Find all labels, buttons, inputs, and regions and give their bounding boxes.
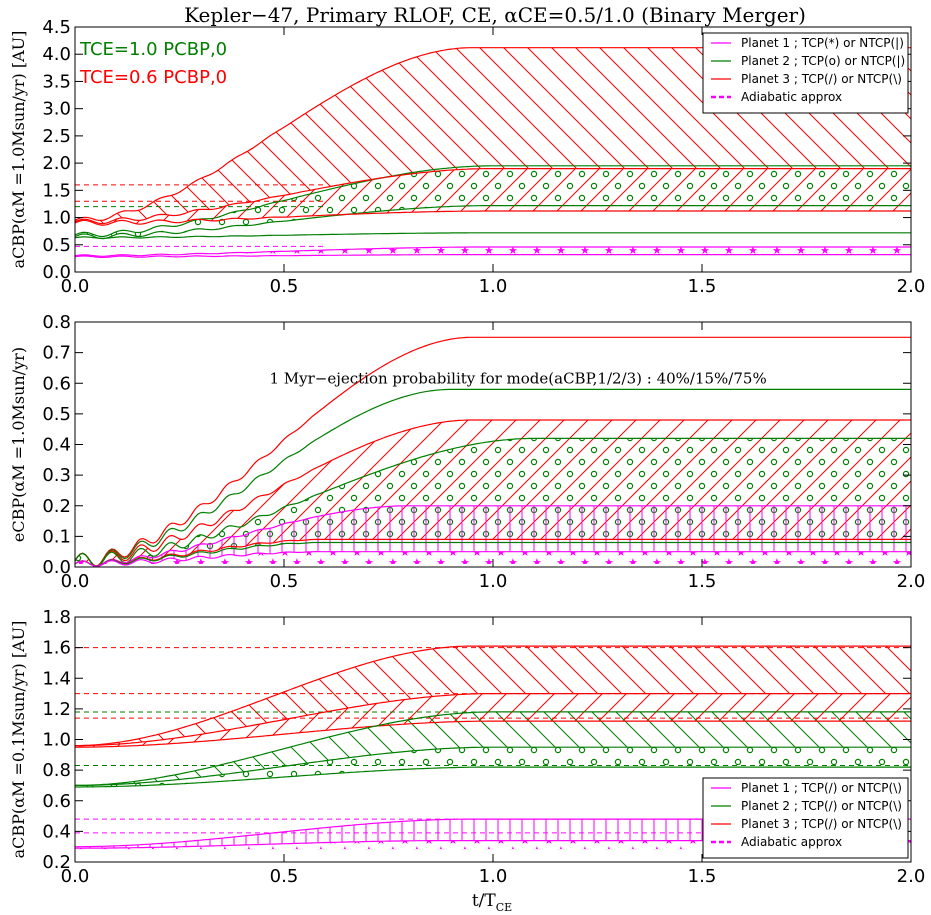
legend-entry: Planet 1 ; TCP(*) or NTCP(|) [741,36,904,50]
legend-entry: Planet 2 ; TCP(/) or NTCP(\) [741,799,902,813]
x-tick-label: 1.0 [479,571,508,592]
series-line-planet-3-max [75,336,911,567]
y-tick-label: 0.7 [42,343,71,364]
legend-entry: Planet 1 ; TCP(/) or NTCP(\) [741,781,902,795]
series-line-planet-3-mid [75,692,911,747]
legend: Planet 1 ; TCP(/) or NTCP(\) Planet 2 ; T… [702,777,909,859]
x-axis-label: t/TCE [472,891,512,914]
y-tick-label: 1.5 [42,180,71,201]
y-axis-label: aCBP(αM =0.1Msun/yr) [AU] [9,621,28,859]
x-tick-label: 1.5 [688,866,717,887]
legend-entry: Planet 2 ; TCP(o) or NTCP(|) [741,54,905,68]
hatch-area-planet-1-upper [75,247,911,258]
x-tick-label: 0.0 [61,276,90,297]
y-tick-label: 0.4 [42,821,71,842]
y-tick-label: 0.3 [42,465,71,486]
legend-entry: Planet 3 ; TCP(/) or NTCP(\) [741,817,902,831]
y-tick-label: 1.8 [42,607,71,628]
x-tick-label: 2.0 [897,571,926,592]
hatch-area-planet-2-upper [75,711,911,786]
y-tick-label: 0.6 [42,373,71,394]
x-tick-label: 0.0 [61,571,90,592]
y-tick-label: 1.6 [42,638,71,659]
y-tick-label: 0.5 [42,404,71,425]
x-tick-label: 2.0 [897,276,926,297]
series-line-planet-3-low [75,538,911,567]
x-tick-label: 1.5 [688,276,717,297]
tce-annotation: TCE=1.0 PCBP,0 [79,39,227,60]
y-tick-label: 0.6 [42,791,71,812]
hatch-area-planet-3-upper [75,646,911,746]
series-line-planet-3-mid [75,419,911,567]
series-line-planet-2-max [75,388,911,567]
series-line-planet-1-upper [75,246,911,257]
hatch-area-planet-3-upper [75,47,911,224]
series-line-planet-1-low [75,550,911,567]
y-tick-label: 1.2 [42,699,71,720]
y-tick-label: 3.0 [42,99,71,120]
x-tick-label: 2.0 [897,866,926,887]
y-axis-label: eCBP(αM =1.0Msun/yr) [9,347,28,542]
panel-top: ★★0.00.51.01.52.00.00.51.01.52.02.53.03.… [9,17,925,297]
y-tick-label: 0.5 [42,235,71,256]
y-axis-label: aCBP(αM =1.0Msun/yr) [AU] [9,31,28,269]
series-line-planet-3-lower [75,210,911,226]
y-tick-label: 0.8 [42,312,71,333]
series-line-planet-3-lower [75,720,911,748]
series-line-planet-2-upper [75,711,911,787]
y-tick-label: 0.0 [42,557,71,578]
tce-annotation: TCE=0.6 PCBP,0 [79,67,227,88]
x-tick-label: 1.5 [688,571,717,592]
plot-area [75,47,911,258]
y-tick-label: 0.4 [42,435,71,456]
x-tick-label: 1.0 [479,276,508,297]
y-tick-label: 0.8 [42,760,71,781]
y-tick-label: 1.4 [42,668,71,689]
series-line-planet-1-lower [75,254,911,258]
y-tick-label: 0.1 [42,526,71,547]
legend-frame [702,777,909,859]
y-tick-label: 3.5 [42,71,71,92]
series-line-planet-2-low [75,541,911,567]
panel-bottom: ★★0.00.51.01.52.00.20.40.60.81.01.21.41.… [9,607,925,887]
legend-frame [702,32,909,114]
series-line-planet-2-upper [75,165,911,238]
x-tick-label: 0.5 [270,571,299,592]
y-tick-label: 4.5 [42,17,71,38]
panels: ★★0.00.51.01.52.00.00.51.01.52.02.53.03.… [9,17,925,887]
hatch-area-planet-1-upper [75,819,911,849]
ejection-annotation: 1 Myr−ejection probability for mode(aCBP… [269,369,766,387]
y-tick-label: 2.5 [42,126,71,147]
legend-entry: Planet 3 ; TCP(/) or NTCP(\) [741,72,902,86]
series-line-planet-2-mid [75,205,911,240]
series-line-planet-2-mid [75,746,911,787]
legend-entry: Adiabatic approx [741,90,842,104]
series-line-planet-2-lower [75,766,911,788]
y-tick-label: 0.2 [42,496,71,517]
plot-area [75,336,911,567]
legend-entry: Adiabatic approx [741,835,842,849]
hatch-area-planet-1-lower [75,840,911,850]
y-tick-label: 2.0 [42,153,71,174]
y-tick-label: 4.0 [42,44,71,65]
series-line-planet-1-max [75,505,911,567]
y-tick-label: 1.0 [42,730,71,751]
panel-middle: ★★0.00.51.01.52.00.00.10.20.30.40.50.60.… [9,312,925,592]
y-tick-label: 0.2 [42,852,71,873]
plot-area [75,645,911,850]
figure-title: Kepler−47, Primary RLOF, CE, αCE=0.5/1.0… [184,3,806,27]
x-tick-label: 0.0 [61,866,90,887]
y-tick-label: 1.0 [42,208,71,229]
series-line-planet-3-upper [75,645,911,747]
y-tick-label: 0.0 [42,262,71,283]
series-line-planet-2-lower [75,232,911,239]
series-line-planet-2-mid [75,437,911,567]
x-tick-label: 0.5 [270,866,299,887]
series-line-planet-3-mid [75,168,911,225]
x-tick-label: 0.5 [270,276,299,297]
legend: Planet 1 ; TCP(*) or NTCP(|) Planet 2 ; T… [702,32,909,114]
x-tick-label: 1.0 [479,866,508,887]
